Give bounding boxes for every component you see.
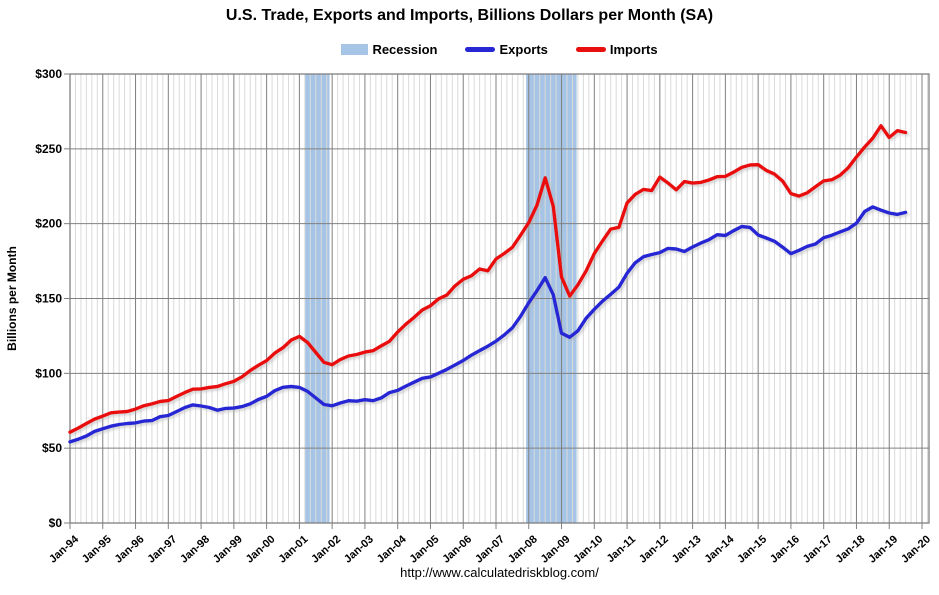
x-tick-label: Jan-17 bbox=[801, 533, 835, 565]
imports-line-swatch-icon bbox=[575, 46, 606, 52]
x-tick-label: Jan-05 bbox=[408, 533, 442, 565]
x-tick-label: Jan-97 bbox=[145, 533, 179, 565]
x-tick-label: Jan-15 bbox=[735, 533, 769, 565]
x-axis-labels: Jan-94Jan-95Jan-96Jan-97Jan-98Jan-99Jan-… bbox=[47, 533, 933, 566]
x-tick-label: Jan-00 bbox=[244, 533, 278, 565]
y-axis-title: Billions per Month bbox=[5, 246, 19, 351]
x-axis-ticks bbox=[64, 73, 923, 529]
x-tick-label: Jan-06 bbox=[440, 533, 474, 565]
legend-item-exports: Exports bbox=[465, 41, 548, 57]
x-tick-label: Jan-99 bbox=[211, 533, 245, 565]
y-tick-label: $250 bbox=[35, 142, 62, 156]
legend-label-imports: Imports bbox=[609, 41, 658, 57]
x-tick-label: Jan-03 bbox=[342, 533, 376, 565]
legend-item-recession: Recession bbox=[341, 42, 437, 57]
x-tick-label: Jan-11 bbox=[605, 533, 638, 565]
legend-label-recession: Recession bbox=[372, 41, 438, 57]
y-tick-label: $0 bbox=[49, 516, 63, 530]
x-tick-label: Jan-95 bbox=[80, 533, 114, 565]
x-tick-label: Jan-18 bbox=[834, 533, 868, 565]
x-tick-label: Jan-20 bbox=[899, 533, 933, 565]
recession-swatch-icon bbox=[341, 43, 369, 55]
chart-title: U.S. Trade, Exports and Imports, Billion… bbox=[225, 7, 714, 24]
x-tick-label: Jan-12 bbox=[637, 533, 671, 565]
legend-item-imports: Imports bbox=[575, 41, 658, 57]
x-tick-label: Jan-07 bbox=[473, 533, 507, 565]
x-tick-label: Jan-98 bbox=[178, 533, 212, 565]
chart-legend: Recession Exports Imports bbox=[70, 41, 929, 57]
x-tick-label: Jan-16 bbox=[768, 533, 802, 565]
x-tick-label: Jan-08 bbox=[506, 533, 540, 565]
x-tick-label: Jan-94 bbox=[47, 533, 82, 566]
x-tick-label: Jan-02 bbox=[309, 533, 343, 565]
x-tick-label: Jan-09 bbox=[539, 533, 573, 565]
legend-label-exports: Exports bbox=[499, 41, 548, 57]
exports-line-swatch-icon bbox=[465, 46, 496, 52]
plot-border bbox=[69, 73, 930, 524]
y-tick-label: $50 bbox=[42, 441, 62, 455]
x-tick-label: Jan-14 bbox=[702, 533, 737, 566]
x-tick-label: Jan-13 bbox=[670, 533, 704, 565]
major-gridlines bbox=[69, 73, 929, 524]
y-tick-label: $100 bbox=[35, 366, 62, 380]
x-tick-label: Jan-01 bbox=[276, 533, 310, 565]
exports-line bbox=[68, 205, 908, 444]
y-axis-labels: $0 $50 $100 $150 $200 $250 $300 bbox=[35, 67, 62, 530]
x-tick-label: Jan-96 bbox=[113, 533, 147, 565]
y-tick-label: $300 bbox=[35, 67, 62, 81]
y-tick-label: $150 bbox=[35, 292, 62, 306]
source-url: http://www.calculatedriskblog.com/ bbox=[400, 565, 599, 580]
y-tick-label: $200 bbox=[35, 217, 62, 231]
x-tick-label: Jan-04 bbox=[375, 533, 410, 566]
imports-line bbox=[68, 124, 908, 434]
x-tick-label: Jan-10 bbox=[571, 533, 605, 565]
x-tick-label: Jan-19 bbox=[866, 533, 900, 565]
